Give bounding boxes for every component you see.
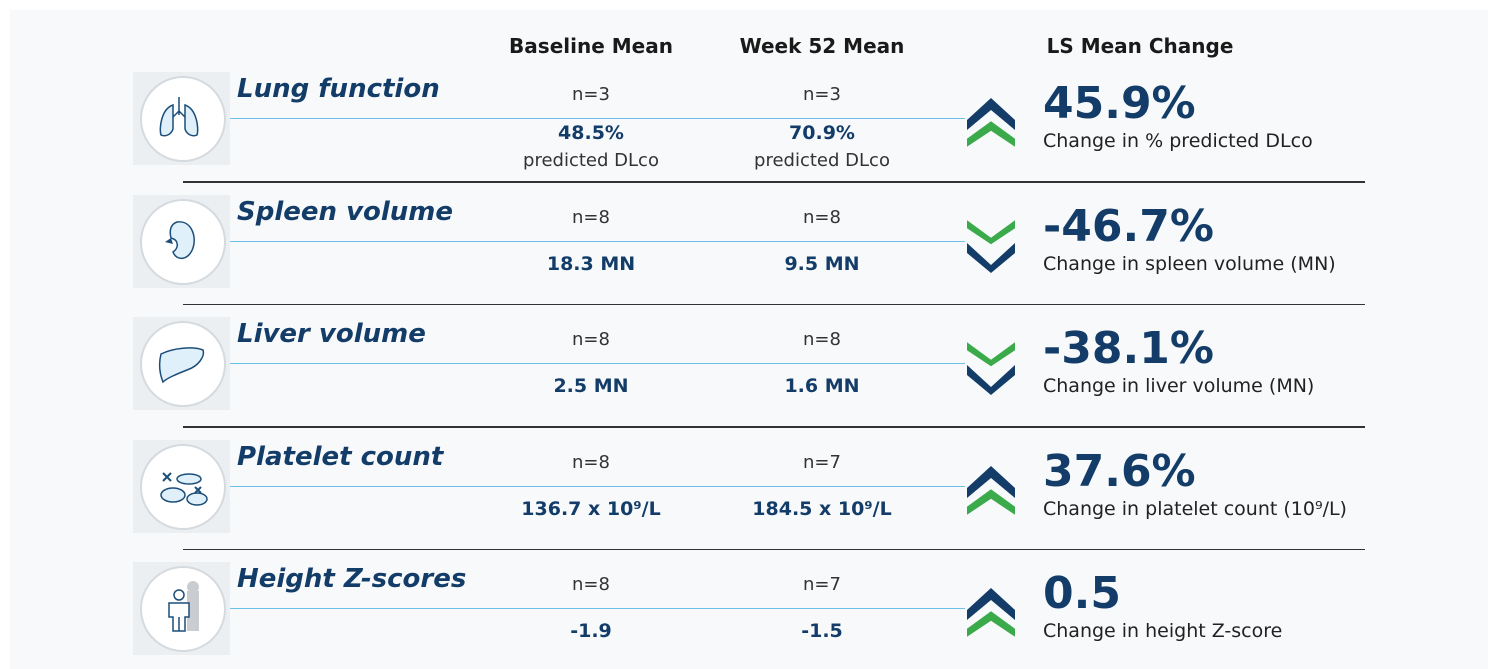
sample-size: n=3 — [572, 84, 610, 105]
row-title: Height Z-scores — [237, 564, 467, 594]
connector-line — [230, 363, 965, 364]
sample-size: n=8 — [572, 451, 610, 473]
change-caption: Change in spleen volume (MN) — [1043, 252, 1336, 275]
row-title: Liver volume — [237, 319, 426, 349]
sample-size: n=8 — [572, 574, 610, 595]
trend-arrow — [967, 588, 1015, 637]
change-caption: Change in platelet count (10⁹/L) — [1043, 497, 1347, 520]
trend-arrow — [967, 465, 1015, 515]
mean-value: 136.7 x 10⁹/L — [521, 497, 661, 520]
sample-size: n=8 — [803, 206, 841, 228]
mean-unit: predicted DLco — [754, 150, 890, 171]
row-separator — [183, 426, 1365, 428]
row-separator — [183, 548, 1365, 550]
trend-arrow — [967, 98, 1015, 147]
mean-unit: predicted DLco — [523, 150, 659, 171]
row-title: Platelet count — [237, 441, 444, 472]
page: Baseline Mean Week 52 Mean LS Mean Chang… — [10, 10, 1488, 669]
trend-arrow — [967, 342, 1015, 395]
change-value: 45.9% — [1043, 78, 1196, 129]
change-value: -46.7% — [1043, 200, 1214, 252]
connector-line — [230, 240, 965, 242]
row-icon — [140, 321, 226, 407]
mean-value: 48.5% — [558, 122, 624, 144]
change-value: 0.5 — [1043, 568, 1121, 619]
row-icon — [140, 566, 226, 652]
row-icon — [140, 76, 226, 162]
sample-size: n=8 — [572, 206, 610, 228]
change-caption: Change in height Z-score — [1043, 620, 1283, 642]
row-icon — [140, 198, 226, 285]
trend-arrow — [967, 219, 1015, 273]
mean-value: -1.5 — [801, 620, 843, 642]
mean-value: 70.9% — [789, 122, 855, 144]
col-header: LS Mean Change — [1046, 34, 1234, 58]
sample-size: n=7 — [803, 451, 841, 473]
mean-value: -1.9 — [570, 620, 612, 642]
mean-value: 18.3 MN — [546, 252, 636, 275]
col-header: Week 52 Mean — [739, 34, 905, 58]
mean-value: 1.6 MN — [784, 375, 860, 397]
col-header: Baseline Mean — [509, 34, 673, 58]
sample-size: n=7 — [803, 574, 841, 595]
change-caption: Change in % predicted DLco — [1043, 130, 1313, 152]
sample-size: n=8 — [572, 329, 610, 350]
row-title: Lung function — [237, 74, 440, 104]
change-caption: Change in liver volume (MN) — [1043, 375, 1315, 397]
row-icon — [140, 443, 226, 530]
connector-line — [230, 485, 965, 487]
change-value: 37.6% — [1043, 445, 1196, 497]
sample-size: n=3 — [803, 84, 841, 105]
row-separator — [183, 303, 1365, 305]
sample-size: n=8 — [803, 329, 841, 350]
change-value: -38.1% — [1043, 323, 1214, 374]
mean-value: 2.5 MN — [553, 375, 629, 397]
connector-line — [230, 608, 965, 609]
connector-line — [230, 118, 965, 119]
row-separator — [183, 181, 1365, 183]
row-title: Spleen volume — [237, 196, 454, 227]
mean-value: 184.5 x 10⁹/L — [752, 497, 892, 520]
mean-value: 9.5 MN — [784, 252, 860, 275]
